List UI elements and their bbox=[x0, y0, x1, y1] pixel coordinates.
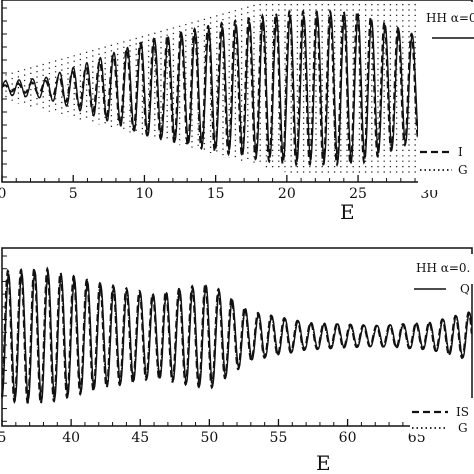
top-series-lines bbox=[1, 8, 473, 168]
top-x-ticks: 0 5 10 15 20 25 30 bbox=[0, 175, 473, 202]
top-legend-dashed-label: I bbox=[458, 145, 463, 159]
bottom-legend-lower-box bbox=[410, 398, 474, 434]
bottom-legend: HH α=0. Q IS G bbox=[410, 254, 474, 435]
bottom-legend-box bbox=[410, 254, 474, 284]
top-x-axis-label: E bbox=[340, 200, 355, 224]
x-tick-label: 5 bbox=[69, 186, 78, 202]
top-legend-box bbox=[418, 2, 474, 190]
x-tick-label: 0 bbox=[0, 186, 6, 202]
x-tick-label: 45 bbox=[131, 430, 149, 446]
x-tick-label: 20 bbox=[278, 186, 296, 202]
bottom-legend-title: HH α=0. bbox=[416, 261, 470, 275]
bottom-x-ticks: 5 40 45 50 55 60 65 bbox=[0, 419, 473, 446]
top-legend-dotted-label: G bbox=[458, 163, 468, 177]
x-tick-label: 60 bbox=[339, 430, 357, 446]
top-legend: HH α=0. I G bbox=[418, 2, 474, 190]
top-y-ticks bbox=[2, 7, 7, 178]
bottom-legend-dotted-label: G bbox=[458, 421, 468, 435]
x-tick-label: 40 bbox=[62, 430, 80, 446]
x-tick-label: 15 bbox=[207, 186, 225, 202]
x-tick-label: 10 bbox=[136, 186, 154, 202]
bottom-x-axis-label: E bbox=[316, 451, 331, 474]
bottom-legend-dashed-label: IS bbox=[456, 405, 469, 419]
series-line-solid bbox=[1, 270, 473, 403]
x-tick-label: 55 bbox=[270, 430, 288, 446]
series-line-dashed bbox=[1, 8, 473, 168]
bottom-series-lines bbox=[1, 266, 473, 406]
series-line-dashed bbox=[1, 266, 473, 406]
top-legend-title: HH α=0. bbox=[426, 11, 474, 25]
bottom-plot-frame bbox=[1, 247, 473, 427]
x-tick-label: 5 bbox=[0, 430, 6, 446]
bottom-legend-solid-label: Q bbox=[460, 282, 470, 296]
bottom-panel: 5 40 45 50 55 60 65 E HH α=0. Q IS G bbox=[0, 247, 474, 474]
x-tick-label: 25 bbox=[349, 186, 367, 202]
bottom-y-ticks bbox=[2, 255, 7, 422]
x-tick-label: 50 bbox=[200, 430, 218, 446]
series-line-dotted bbox=[1, 269, 473, 403]
